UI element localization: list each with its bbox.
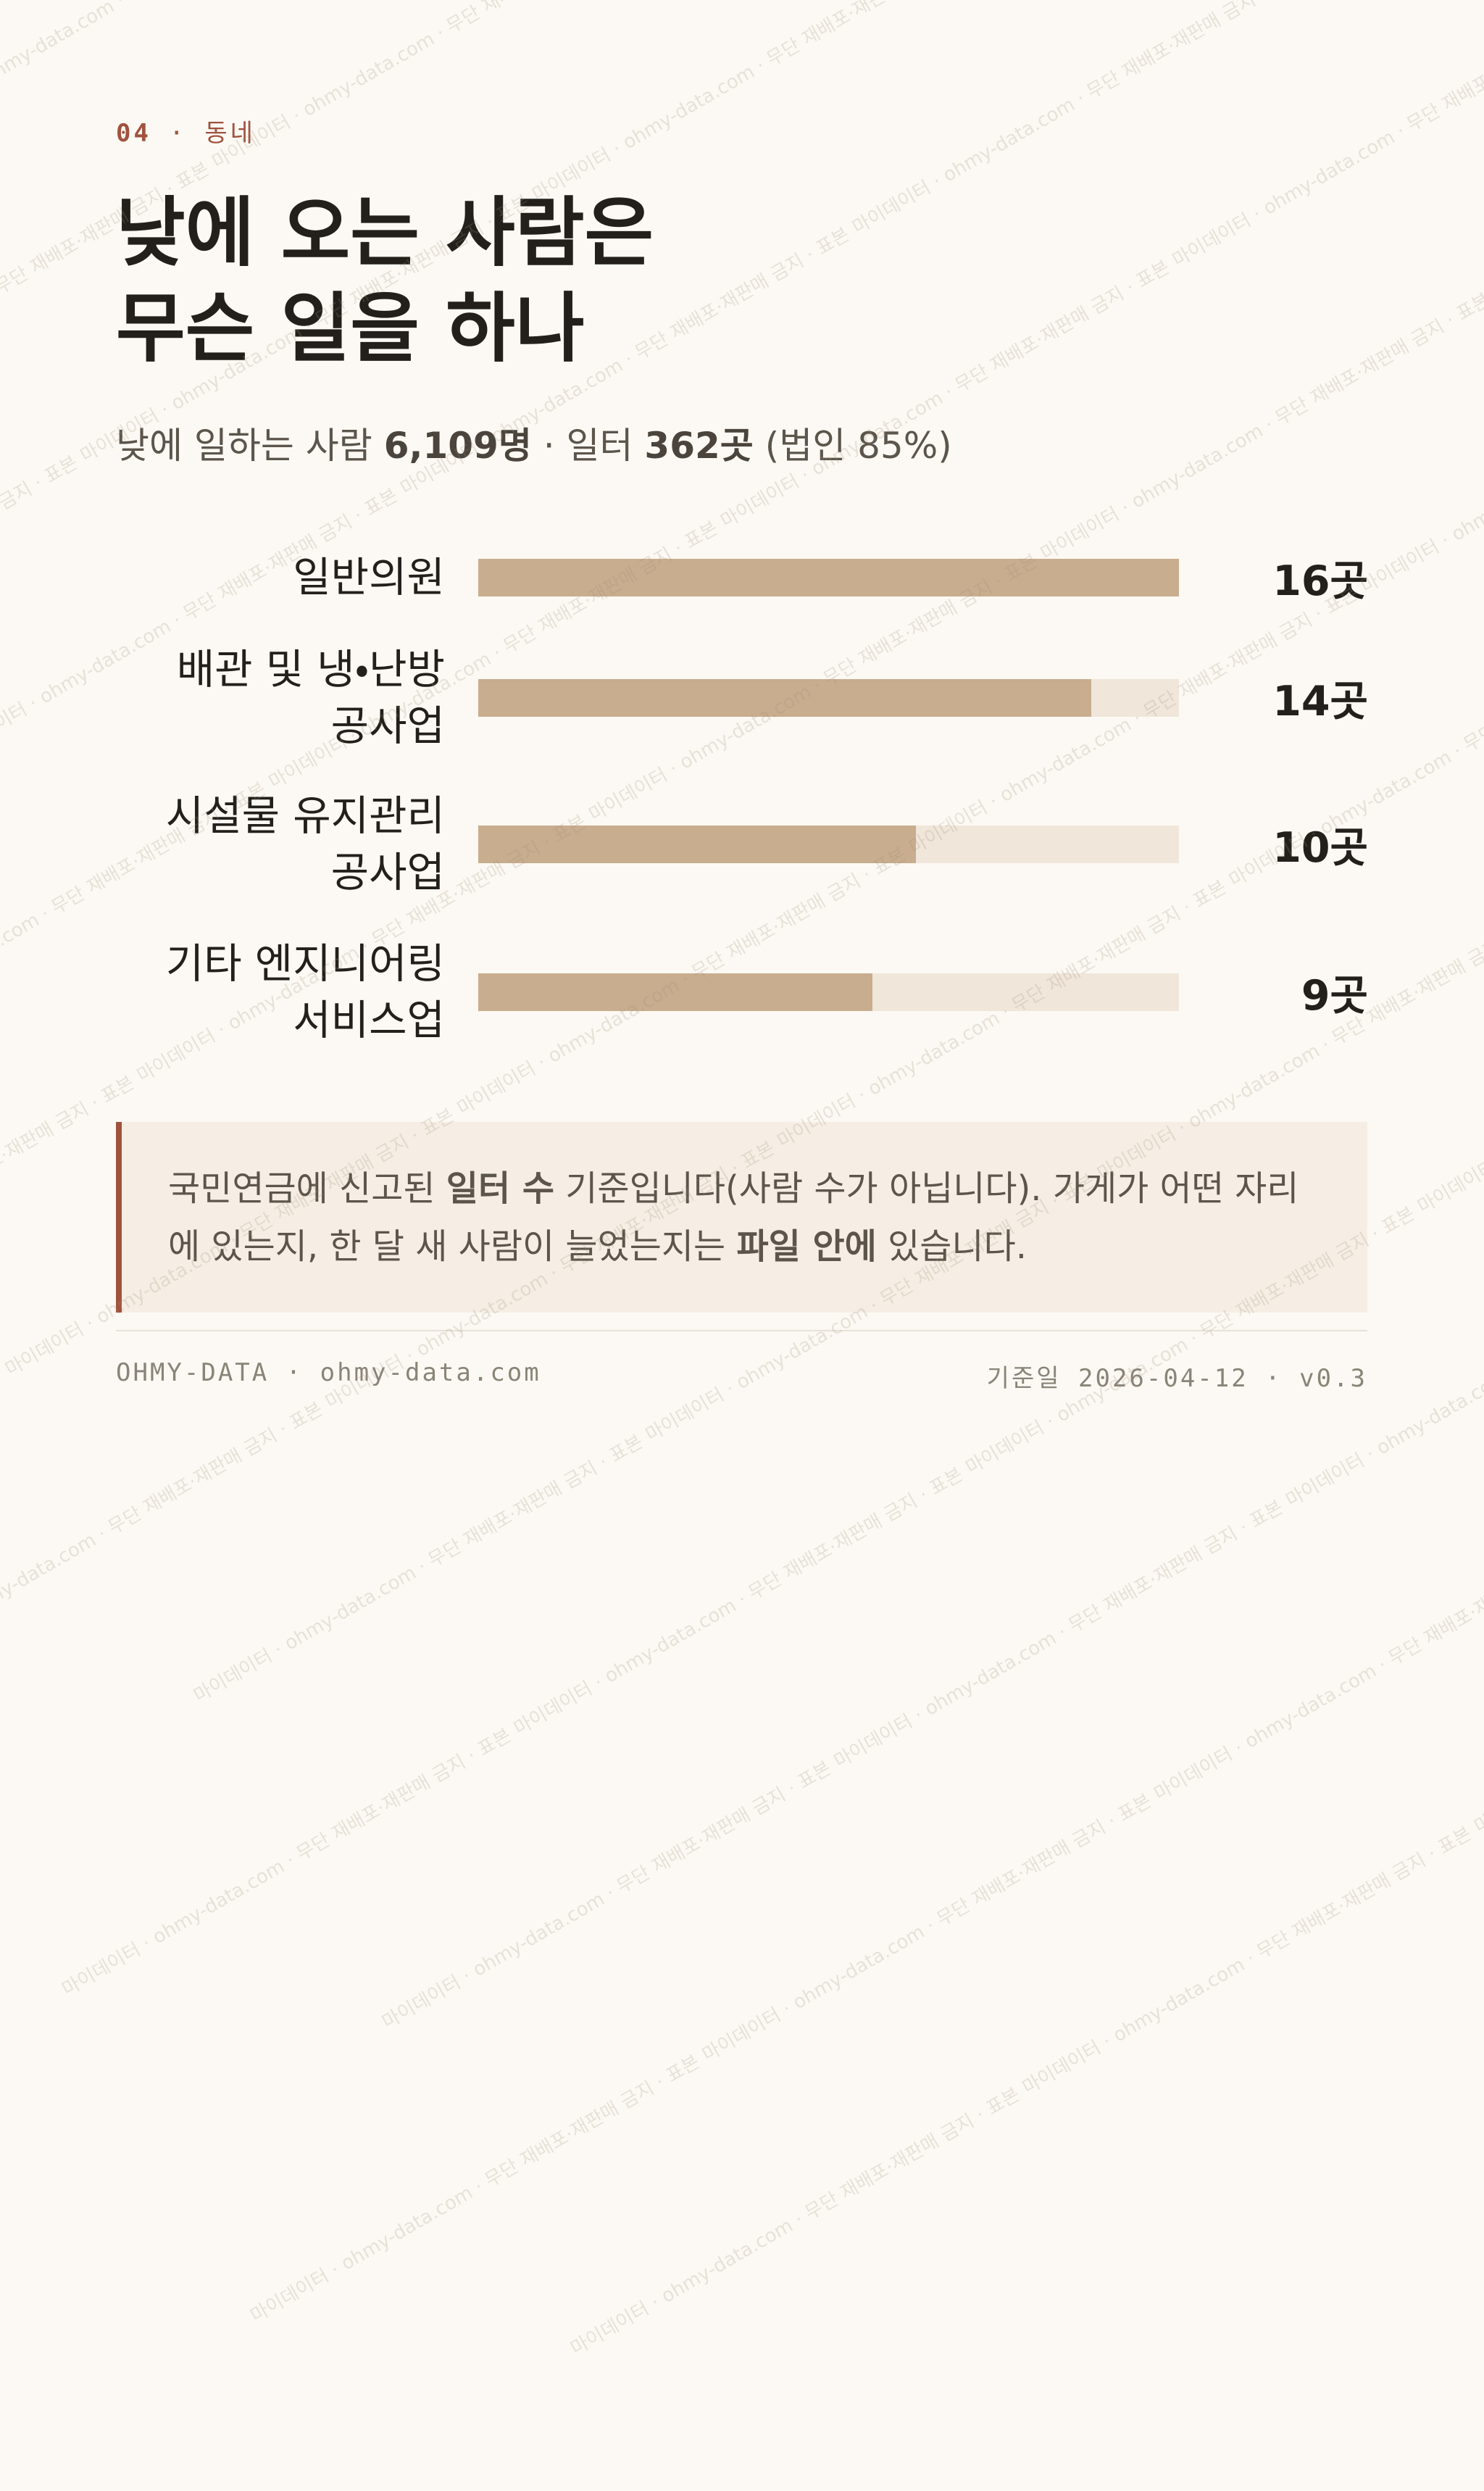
watermark-text: 마이데이터 · ohmy-data.com · 무단 재배포·재판매 금지 · … <box>567 2084 1024 2361</box>
date: 2026-04-12 · v0.3 <box>1078 1364 1367 1393</box>
title-line: 낮에 오는 사람은 <box>116 188 654 277</box>
watermark-text: 마이데이터 · ohmy-data.com · 무단 재배포·재판매 금지 · … <box>58 1724 515 2001</box>
watermark-text: 마이데이터 · ohmy-data.com · 무단 재배포·재판매 금지 · … <box>773 876 1230 1153</box>
category-label: 기타 엔지니어링 서비스업 <box>165 940 445 1044</box>
title-line: 무슨 일을 하나 <box>116 284 585 373</box>
eyebrow: 04 · 동네 <box>116 113 256 149</box>
watermark-text: 마이데이터 · ohmy-data.com · 무단 재배포·재판매 금지 · … <box>1037 288 1484 565</box>
bar <box>478 826 917 863</box>
strong-text: 362곳 <box>644 425 754 467</box>
value-label: 10곳 <box>1272 824 1368 872</box>
watermark-text: 마이데이터 · ohmy-data.com · 무단 재배포·재판매 금지 · … <box>830 1496 1288 1773</box>
watermark-text: 마이데이터 · ohmy-data.com · 무단 재배포·재판매 금지 · … <box>849 0 1306 239</box>
footer-brand: OHMY-DATA · ohmy-data.com <box>116 1358 541 1387</box>
watermark-text: 마이데이터 · ohmy-data.com · 무단 재배포·재판매 금지 · … <box>717 256 1174 533</box>
bar <box>478 559 1179 596</box>
value-label: 14곳 <box>1272 678 1368 725</box>
section-name: 동네 <box>204 119 256 148</box>
bar-track <box>478 679 1179 717</box>
watermark-text: 마이데이터 · ohmy-data.com · 무단 재배포·재판매 금지 · … <box>208 0 665 174</box>
bar <box>478 679 1092 717</box>
bar-track <box>478 559 1179 596</box>
text: 국민연금에 신고된 <box>168 1168 446 1209</box>
category-label: 일반의원 <box>293 554 445 602</box>
watermark-text: 마이데이터 · ohmy-data.com · 무단 재배포·재판매 금지 · … <box>528 0 985 207</box>
bar-track <box>478 826 1179 863</box>
strong-text: 일터 수 <box>446 1168 554 1209</box>
page: 04 · 동네 낮에 오는 사람은 무슨 일을 하나 낮에 일하는 사람 6,10… <box>0 0 1484 2360</box>
footer-date: 기준일 2026-04-12 · v0.3 <box>987 1358 1367 1394</box>
bar <box>478 973 872 1011</box>
text: 기준입니다(사람 수가 아닙니다). 가게가 어떤 자리에 있는지, 한 달 새… <box>168 1168 1299 1267</box>
date-label: 기준일 <box>986 1364 1062 1393</box>
watermark-text: 마이데이터 · ohmy-data.com · 무단 재배포·재판매 금지 · … <box>510 1463 967 1740</box>
value-label: 16곳 <box>1272 557 1368 605</box>
watermark-text: 마이데이터 · ohmy-data.com · 무단 재배포·재판매 금지 · … <box>0 0 25 109</box>
watermark-text: 마이데이터 · ohmy-data.com · 무단 재배포·재판매 금지 · … <box>0 1398 327 1674</box>
text: · 일터 <box>531 425 645 467</box>
text: 있습니다. <box>876 1226 1027 1267</box>
section-number: 04 <box>116 119 151 148</box>
watermark-text: 마이데이터 · ohmy-data.com · 무단 재배포·재판매 금지 · … <box>190 1431 647 1708</box>
strong-text: 파일 안에 <box>736 1226 877 1267</box>
chart-title: 낮에 오는 사람은 무슨 일을 하나 <box>116 185 654 376</box>
watermark-text: 마이데이터 · ohmy-data.com · 무단 재배포·재판매 금지 · … <box>1470 1562 1484 1839</box>
value-label: 9곳 <box>1301 972 1368 1020</box>
watermark-text: 마이데이터 · ohmy-data.com · 무단 재배포·재판매 금지 · … <box>0 452 82 728</box>
category-label: 배관 및 냉・난방 공사업 <box>176 646 445 750</box>
subtitle: 낮에 일하는 사람 6,109명 · 일터 362곳 (법인 85%) <box>116 417 952 469</box>
watermark-text: 마이데이터 · ohmy-data.com · 무단 재배포·재판매 금지 · … <box>1019 1823 1476 2100</box>
watermark-text: 마이데이터 · ohmy-data.com · 무단 재배포·재판매 금지 · … <box>1414 942 1484 1218</box>
watermark-text: 마이데이터 · ohmy-data.com · 무단 재배포·재판매 금지 · … <box>699 1789 1156 2066</box>
text: (법인 85%) <box>753 425 952 467</box>
strong-text: 6,109명 <box>383 425 532 467</box>
category-label: 시설물 유지관리 공사업 <box>165 792 445 897</box>
watermark-text: 마이데이터 · ohmy-data.com · 무단 재배포·재판매 금지 · … <box>1357 322 1484 599</box>
watermark-text: 마이데이터 · ohmy-data.com · 무단 재배포·재판매 금지 · … <box>1169 0 1484 272</box>
text: 낮에 일하는 사람 <box>116 425 384 467</box>
watermark-text: 마이데이터 · ohmy-data.com · 무단 재배포·재판매 금지 · … <box>378 1757 835 2034</box>
bar-track <box>478 973 1179 1011</box>
separator: · <box>169 119 187 148</box>
watermark-text: 마이데이터 · ohmy-data.com · 무단 재배포·재판매 금지 · … <box>1150 1529 1484 1805</box>
watermark-text: 마이데이터 · ohmy-data.com · 무단 재배포·재판매 금지 · … <box>246 2050 704 2327</box>
note: 국민연금에 신고된 일터 수 기준입니다(사람 수가 아닙니다). 가게가 어떤… <box>116 1122 1367 1313</box>
divider <box>116 1330 1367 1331</box>
